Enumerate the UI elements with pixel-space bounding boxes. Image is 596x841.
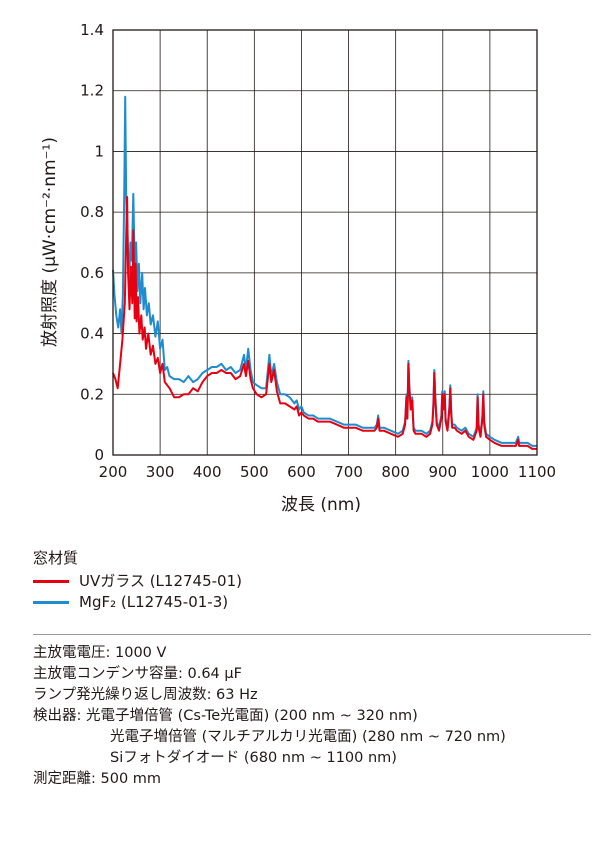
- condition-detector-multialkali: 光電子増倍管 (マルチアルカリ光電面) (280 nm ~ 720 nm): [110, 729, 506, 745]
- tick-labels: 200 300 400 500 600 700 800 900 1000 1100 0 0.2 0.4 0…: [80, 21, 556, 481]
- y-tick-label: 0.4: [80, 325, 104, 343]
- x-tick-label: 300: [146, 463, 175, 481]
- grid-lines: [112, 29, 538, 456]
- x-tick-label: 700: [334, 463, 363, 481]
- legend-title: 窓材質: [33, 549, 79, 567]
- x-tick-label: 200: [99, 463, 128, 481]
- legend-item-uv-glass: UVガラス (L12745-01): [33, 571, 242, 592]
- x-tick-label: 800: [381, 463, 410, 481]
- legend-label-uv-glass: UVガラス (L12745-01): [79, 572, 242, 590]
- y-tick-label: 1.4: [80, 21, 104, 39]
- condition-detector-cste: 検出器: 光電子増倍管 (Cs-Te光電面) (200 nm ~ 320 nm): [33, 708, 418, 724]
- y-axis-label: 放射照度 (μW·cm⁻²·nm⁻¹): [40, 137, 60, 347]
- y-tick-label: 0.6: [80, 264, 104, 282]
- x-tick-label: 500: [240, 463, 269, 481]
- y-tick-label: 0.2: [80, 385, 104, 403]
- x-tick-label: 600: [287, 463, 316, 481]
- legend-item-mgf2: MgF₂ (L12745-01-3): [33, 592, 242, 613]
- y-tick-label: 1.2: [80, 82, 104, 100]
- legend: 窓材質 UVガラス (L12745-01) MgF₂ (L12745-01-3): [33, 548, 242, 613]
- x-axis-label: 波長 (nm): [281, 495, 361, 515]
- condition-distance: 測定距離: 500 mm: [33, 771, 162, 787]
- condition-capacitor: 主放電コンデンサ容量: 0.64 μF: [33, 666, 242, 682]
- series-line-mgf2: [112, 95, 537, 447]
- legend-label-mgf2: MgF₂ (L12745-01-3): [79, 593, 229, 611]
- condition-discharge-voltage: 主放電電圧: 1000 V: [33, 645, 167, 661]
- condition-frequency: ランプ発光繰り返し周波数: 63 Hz: [33, 687, 258, 703]
- legend-swatch-red: [33, 580, 69, 583]
- y-tick-label: 0.8: [80, 203, 104, 221]
- series-line-uv-glass: [112, 196, 537, 450]
- series-layer: [112, 95, 537, 450]
- divider: [33, 634, 591, 635]
- condition-detector-si: Siフォトダイオード (680 nm ~ 1100 nm): [110, 750, 397, 766]
- x-tick-label: 1100: [518, 463, 556, 481]
- plot-frame: [112, 29, 538, 456]
- irradiance-chart: 200 300 400 500 600 700 800 900 1000 1100 0 0.2 0.4 0…: [40, 21, 556, 515]
- x-tick-label: 1000: [471, 463, 509, 481]
- y-tick-label: 0: [94, 446, 104, 464]
- measurement-conditions: 主放電電圧: 1000 V 主放電コンデンサ容量: 0.64 μF ランプ発光繰…: [33, 643, 506, 790]
- x-tick-label: 900: [428, 463, 457, 481]
- legend-swatch-blue: [33, 601, 69, 604]
- y-tick-label: 1: [94, 142, 104, 160]
- x-tick-label: 400: [193, 463, 222, 481]
